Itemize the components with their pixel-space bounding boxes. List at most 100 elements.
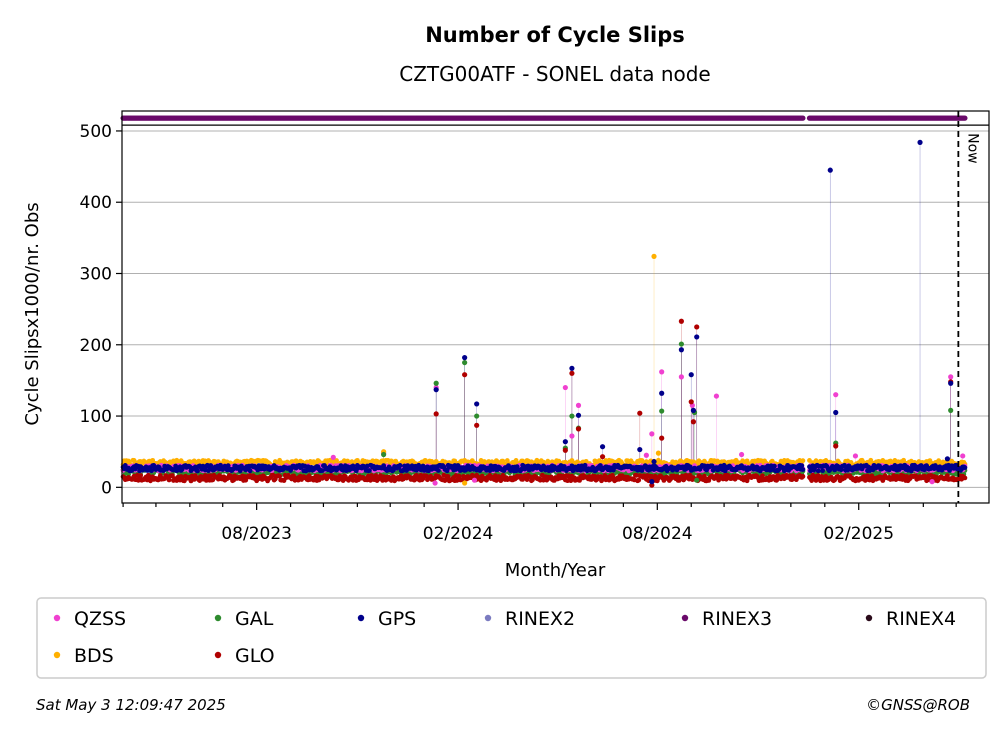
legend-item-qzss: QZSS	[53, 608, 126, 630]
spike-point	[659, 408, 665, 414]
spike-point	[678, 347, 684, 353]
data-point	[277, 473, 283, 479]
spike-point	[948, 374, 954, 380]
footer-credit: ©GNSS@ROB	[866, 696, 970, 714]
data-point	[445, 474, 451, 479]
data-point	[701, 473, 707, 479]
legend-item-bds: BDS	[53, 645, 114, 667]
legend-marker	[484, 614, 492, 622]
data-point	[962, 465, 968, 471]
data-point	[815, 468, 821, 474]
spike-point	[562, 439, 568, 445]
y-tick-label: 0	[101, 478, 112, 498]
rinex-track	[120, 115, 968, 121]
spike-stems	[332, 142, 964, 486]
spike-point	[694, 477, 700, 483]
legend-item-gal: GAL	[214, 608, 274, 630]
y-axis: 0 100 200 300 400 500	[80, 122, 122, 498]
data-point	[444, 468, 450, 474]
legend-item-rinex4: RINEX4	[865, 608, 956, 630]
legend-item-rinex2: RINEX2	[484, 608, 575, 630]
legend-marker	[681, 614, 689, 622]
plot-frame	[121, 110, 990, 504]
spike-point	[833, 392, 839, 398]
rinex3-point	[800, 115, 806, 121]
data-point	[151, 463, 157, 468]
y-tick-label: 400	[80, 193, 112, 213]
chart-subtitle: CZTG00ATF - SONEL data node	[399, 62, 710, 86]
legend-label: BDS	[74, 645, 114, 667]
data-point	[597, 463, 603, 468]
data-point	[636, 477, 642, 483]
spike-point	[827, 167, 833, 173]
spike-point	[948, 407, 954, 413]
spike-point	[659, 390, 665, 396]
spike-point	[917, 139, 923, 145]
spike-point	[694, 324, 700, 330]
spike-point	[637, 410, 643, 416]
spike-point	[575, 412, 582, 418]
legend-label: GPS	[378, 608, 416, 630]
spike-point	[929, 479, 935, 485]
legend-marker	[214, 614, 222, 622]
spike-point	[562, 384, 568, 391]
legend-marker	[865, 614, 873, 622]
spike-point	[474, 401, 480, 407]
spikes-glo	[433, 318, 954, 488]
series-glo	[120, 472, 968, 484]
legend-label: RINEX4	[886, 608, 956, 630]
data-point	[373, 473, 379, 478]
legend-label: RINEX2	[505, 608, 575, 630]
y-tick-label: 500	[80, 122, 112, 142]
spike-point	[569, 370, 575, 376]
spike-point	[330, 454, 336, 460]
y-gridlines	[122, 130, 989, 488]
spike-point	[381, 451, 387, 458]
y-tick-label: 200	[80, 336, 112, 356]
spike-point	[637, 446, 643, 453]
spikes-bds	[381, 253, 662, 486]
data-point	[166, 477, 172, 483]
spike-point	[739, 451, 745, 458]
spike-point	[474, 422, 480, 428]
spike-point	[575, 426, 582, 432]
now-label: Now	[964, 133, 980, 164]
spike-point	[471, 477, 478, 483]
legend-label: GLO	[235, 645, 275, 667]
plot-area: Now	[120, 110, 990, 504]
spike-point	[649, 479, 655, 485]
data-point	[945, 473, 950, 479]
chart-title: Number of Cycle Slips	[425, 23, 685, 47]
data-point	[435, 468, 441, 473]
data-point	[456, 473, 462, 479]
data-point	[367, 468, 372, 473]
legend-item-gps: GPS	[357, 608, 416, 630]
spike-point	[688, 399, 694, 405]
legend-items: QZSS GAL GPS RINEX2 RINEX3 RINEX4 BDS GLO	[53, 608, 956, 667]
y-tick-label: 100	[80, 407, 112, 427]
spike-point	[694, 334, 700, 340]
data-point	[195, 468, 200, 474]
data-point	[504, 458, 510, 463]
data-point	[225, 463, 231, 469]
spikes-qzss	[330, 369, 966, 486]
spike-point	[569, 413, 575, 419]
spike-point	[659, 369, 665, 375]
legend-item-rinex3: RINEX3	[681, 608, 772, 630]
data-point	[953, 462, 959, 468]
y-tick-label: 300	[80, 265, 112, 285]
spike-point	[433, 411, 439, 417]
spike-point	[433, 380, 439, 386]
spike-point	[649, 482, 655, 488]
spike-point	[678, 374, 684, 380]
footer-timestamp: Sat May 3 12:09:47 2025	[36, 696, 226, 714]
spike-point	[690, 419, 697, 425]
spike-point	[852, 453, 859, 459]
spike-point	[462, 355, 468, 361]
spike-point	[713, 393, 720, 399]
x-tick-label: 02/2025	[823, 524, 894, 544]
spike-point	[462, 372, 468, 378]
legend-label: QZSS	[74, 608, 126, 630]
data-point	[334, 458, 339, 463]
legend-marker	[214, 651, 222, 659]
